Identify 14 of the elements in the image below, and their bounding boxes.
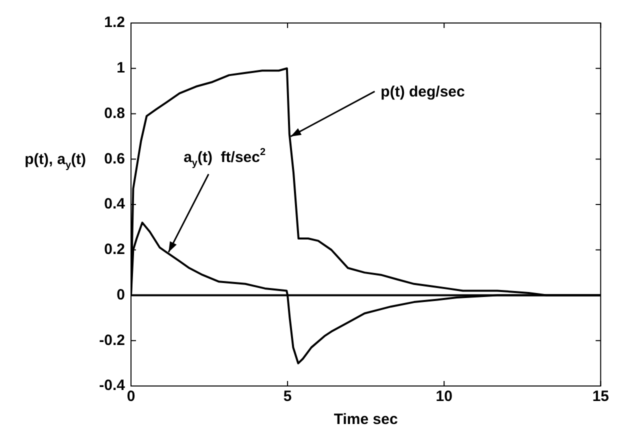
x-tick-label: 15 [592,388,609,406]
x-tick-label: 5 [283,388,292,406]
y-tick-label: -0.2 [99,332,125,349]
y-tick-label: 0.4 [104,196,126,213]
y-tick-label: 0.8 [104,104,125,122]
y-tick-label: 0.2 [104,241,125,258]
y-tick-label: 0.6 [104,150,125,168]
y-tick-label: 1.2 [104,14,125,32]
y-tick-label: 1 [116,60,125,77]
x-tick-label: 10 [436,388,452,406]
annotation: p(t) deg/sec [380,83,465,100]
y-tick-label: -0.4 [99,377,126,394]
x-axis-title: Time sec [334,411,398,428]
y-tick-label: 0 [116,286,125,304]
